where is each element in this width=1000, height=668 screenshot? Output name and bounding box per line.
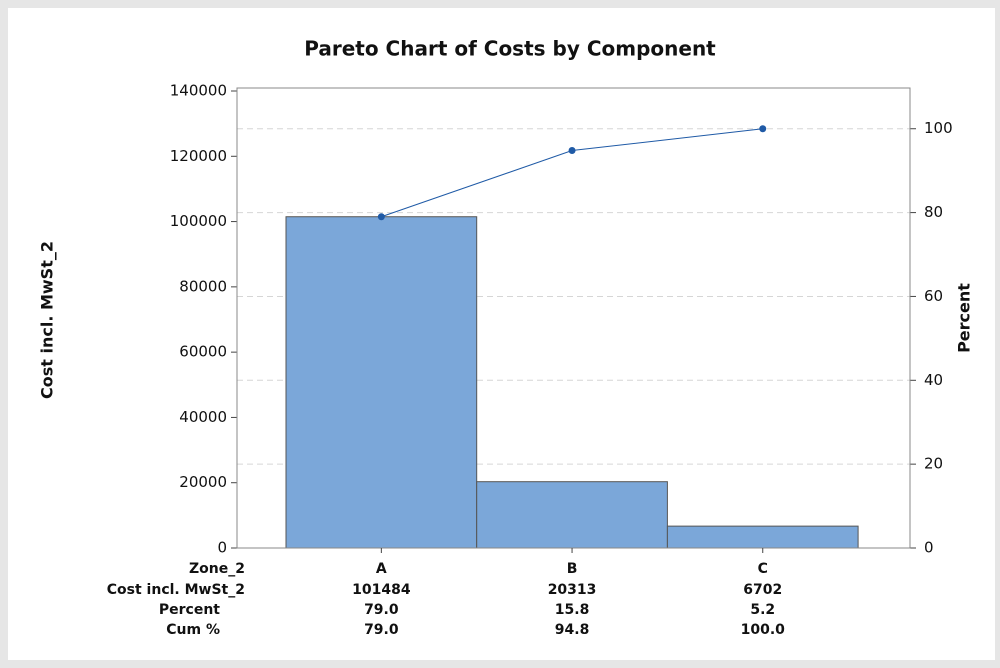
cum-point	[377, 213, 385, 221]
y2-tick-label: 60	[924, 287, 943, 305]
table-count: 20313	[548, 582, 597, 598]
y-tick-label: 0	[217, 539, 227, 557]
y-tick-label: 100000	[170, 212, 227, 230]
y2-tick-label: 20	[924, 455, 943, 473]
bar	[285, 216, 478, 549]
y-axis-label: Cost incl. MwSt_2	[38, 241, 57, 399]
table-percent: 79.0	[364, 602, 399, 618]
x-tick-label: B	[567, 561, 578, 577]
table-cum: 100.0	[741, 622, 786, 638]
table-row-label: Zone_2	[189, 561, 245, 577]
y2-axis-label: Percent	[955, 283, 974, 353]
y2-tick-label: 100	[924, 119, 953, 137]
y-tick-label: 60000	[179, 343, 227, 361]
panel	[8, 8, 995, 660]
bar	[476, 481, 668, 549]
x-tick-label: A	[376, 561, 387, 577]
y2-tick-label: 80	[924, 203, 943, 221]
table-percent: 5.2	[750, 602, 775, 618]
table-row-label: Cost incl. MwSt_2	[107, 582, 245, 598]
table-row-label: Cum %	[166, 622, 220, 638]
y-tick-label: 120000	[170, 147, 227, 165]
bar	[666, 525, 859, 549]
table-percent: 15.8	[555, 602, 590, 618]
table-cum: 94.8	[555, 622, 590, 638]
y2-tick-label: 0	[924, 539, 934, 557]
table-count: 101484	[352, 582, 411, 598]
table-cum: 79.0	[364, 622, 399, 638]
y-tick-label: 40000	[179, 408, 227, 426]
y-tick-label: 80000	[179, 277, 227, 295]
chart-title: Pareto Chart of Costs by Component	[304, 37, 716, 61]
plot-frame	[236, 87, 911, 549]
table-row-label: Percent	[159, 602, 220, 618]
y2-tick-label: 40	[924, 371, 943, 389]
table-count: 6702	[743, 582, 782, 598]
x-tick-label: C	[758, 561, 768, 577]
cum-point	[759, 125, 767, 133]
cum-point	[568, 147, 576, 155]
y-tick-label: 20000	[179, 473, 227, 491]
y-tick-label: 140000	[170, 82, 227, 100]
